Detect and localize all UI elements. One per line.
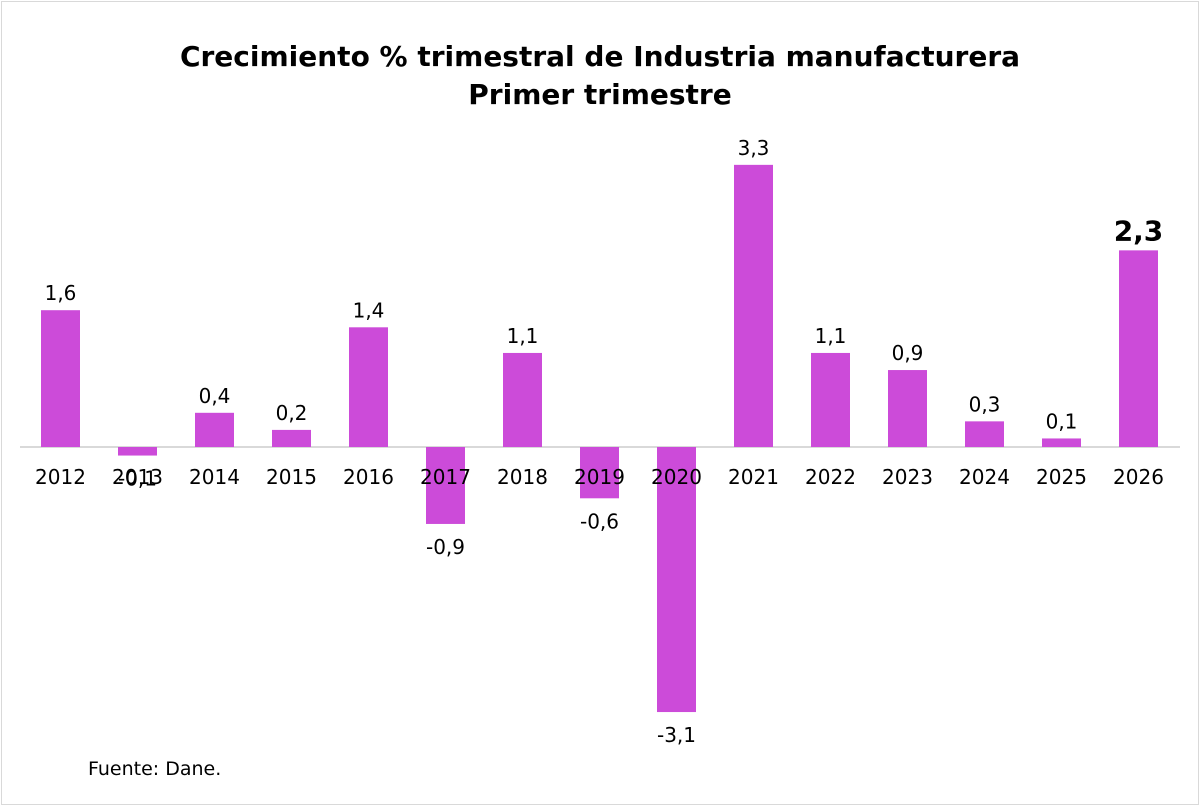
bar-2022 [811, 352, 850, 447]
data-label-2024: 0,3 [969, 392, 1001, 416]
data-label-2018: 1,1 [507, 324, 539, 348]
data-label-2025: 0,1 [1046, 409, 1078, 433]
chart-subtitle: Primer trimestre [468, 78, 732, 111]
data-label-2019: -0,6 [580, 509, 619, 533]
bar-2023 [888, 370, 927, 447]
data-label-2026: 2,3 [1114, 214, 1164, 247]
data-label-2014: 0,4 [199, 384, 231, 408]
data-label-2013: -0,1 [118, 467, 157, 491]
x-tick-label-2025: 2025 [1036, 465, 1087, 489]
x-tick-label-2012: 2012 [35, 465, 86, 489]
data-label-2022: 1,1 [815, 324, 847, 348]
bar-2016 [349, 327, 388, 447]
data-label-2016: 1,4 [353, 298, 385, 322]
x-tick-label-2022: 2022 [805, 465, 856, 489]
bar-2024 [965, 421, 1004, 447]
bar-2013 [118, 447, 157, 456]
source-note: Fuente: Dane. [88, 758, 222, 780]
bar-2025 [1042, 438, 1081, 447]
data-label-2017: -0,9 [426, 535, 465, 559]
x-tick-label-2018: 2018 [497, 465, 548, 489]
x-tick-label-2020: 2020 [651, 465, 702, 489]
x-tick-label-2017: 2017 [420, 465, 471, 489]
x-tick-label-2013: 2013 [112, 465, 163, 489]
x-tick-label-2014: 2014 [189, 465, 240, 489]
data-label-2015: 0,2 [276, 401, 308, 425]
x-tick-label-2024: 2024 [959, 465, 1010, 489]
x-tick-label-2019: 2019 [574, 465, 625, 489]
data-label-2021: 3,3 [738, 136, 770, 160]
bar-2021 [734, 164, 773, 447]
x-tick-label-2021: 2021 [728, 465, 779, 489]
data-label-2023: 0,9 [892, 341, 924, 365]
bar-2026 [1119, 250, 1158, 447]
bar-2012 [41, 310, 80, 447]
x-tick-label-2026: 2026 [1113, 465, 1164, 489]
bar-2017 [426, 447, 465, 524]
bar-2018 [503, 352, 542, 447]
bar-2019 [580, 447, 619, 499]
chart-title: Crecimiento % trimestral de Industria ma… [179, 40, 1021, 73]
bar-2014 [195, 412, 234, 447]
x-tick-label-2023: 2023 [882, 465, 933, 489]
data-label-2012: 1,6 [45, 281, 77, 305]
bar-2015 [272, 429, 311, 447]
data-label-2020: -3,1 [657, 723, 696, 747]
bar-2020 [657, 447, 696, 713]
x-tick-label-2016: 2016 [343, 465, 394, 489]
x-tick-label-2015: 2015 [266, 465, 317, 489]
